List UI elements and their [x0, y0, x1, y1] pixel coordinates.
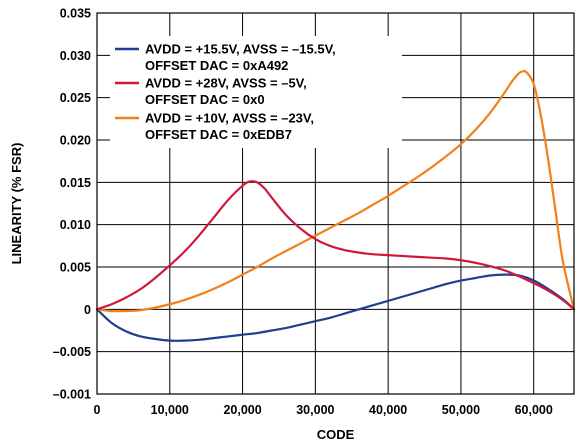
series-line-1: [95, 273, 576, 342]
x-tick-label: 0: [94, 403, 101, 417]
tick-layer: 0.0350.0300.0250.0200.0150.0100.0050–0.0…: [53, 7, 553, 418]
y-tick-label: 0.030: [60, 49, 91, 63]
x-tick-label: 20,000: [223, 403, 261, 417]
legend-background: [110, 36, 402, 148]
y-tick-label: 0.020: [60, 134, 91, 148]
y-tick-label: 0.015: [60, 176, 91, 190]
legend-label-2: OFFSET DAC = 0x0: [145, 92, 265, 107]
x-tick-label: 10,000: [151, 403, 189, 417]
x-tick-label: 30,000: [296, 403, 334, 417]
series-layer: [95, 69, 576, 342]
y-tick-label: 0.005: [60, 261, 91, 275]
y-tick-label: 0: [84, 303, 91, 317]
series-line-3: [95, 69, 576, 313]
legend-label-3: OFFSET DAC = 0xEDB7: [145, 127, 292, 142]
y-axis-title: LINEARITY (% FSR): [9, 143, 24, 265]
legend-label-1: OFFSET DAC = 0xA492: [145, 58, 288, 73]
y-tick-label: 0.035: [60, 7, 91, 21]
legend: AVDD = +15.5V, AVSS = –15.5V,OFFSET DAC …: [110, 36, 402, 148]
series-line-2: [95, 180, 576, 311]
x-tick-label: 60,000: [515, 403, 553, 417]
x-tick-label: 40,000: [369, 403, 407, 417]
legend-label-3: AVDD = +10V, AVSS = –23V,: [145, 111, 314, 126]
x-tick-label: 50,000: [442, 403, 480, 417]
y-tick-label: 0.010: [60, 218, 91, 232]
y-tick-label: –0.001: [53, 388, 91, 402]
y-tick-label: –0.005: [53, 345, 91, 359]
plot-frame: [96, 12, 575, 395]
legend-label-1: AVDD = +15.5V, AVSS = –15.5V,: [145, 42, 336, 57]
y-tick-label: 0.025: [60, 91, 91, 105]
legend-label-2: AVDD = +28V, AVSS = –5V,: [145, 76, 307, 91]
x-axis-title: CODE: [317, 427, 355, 442]
